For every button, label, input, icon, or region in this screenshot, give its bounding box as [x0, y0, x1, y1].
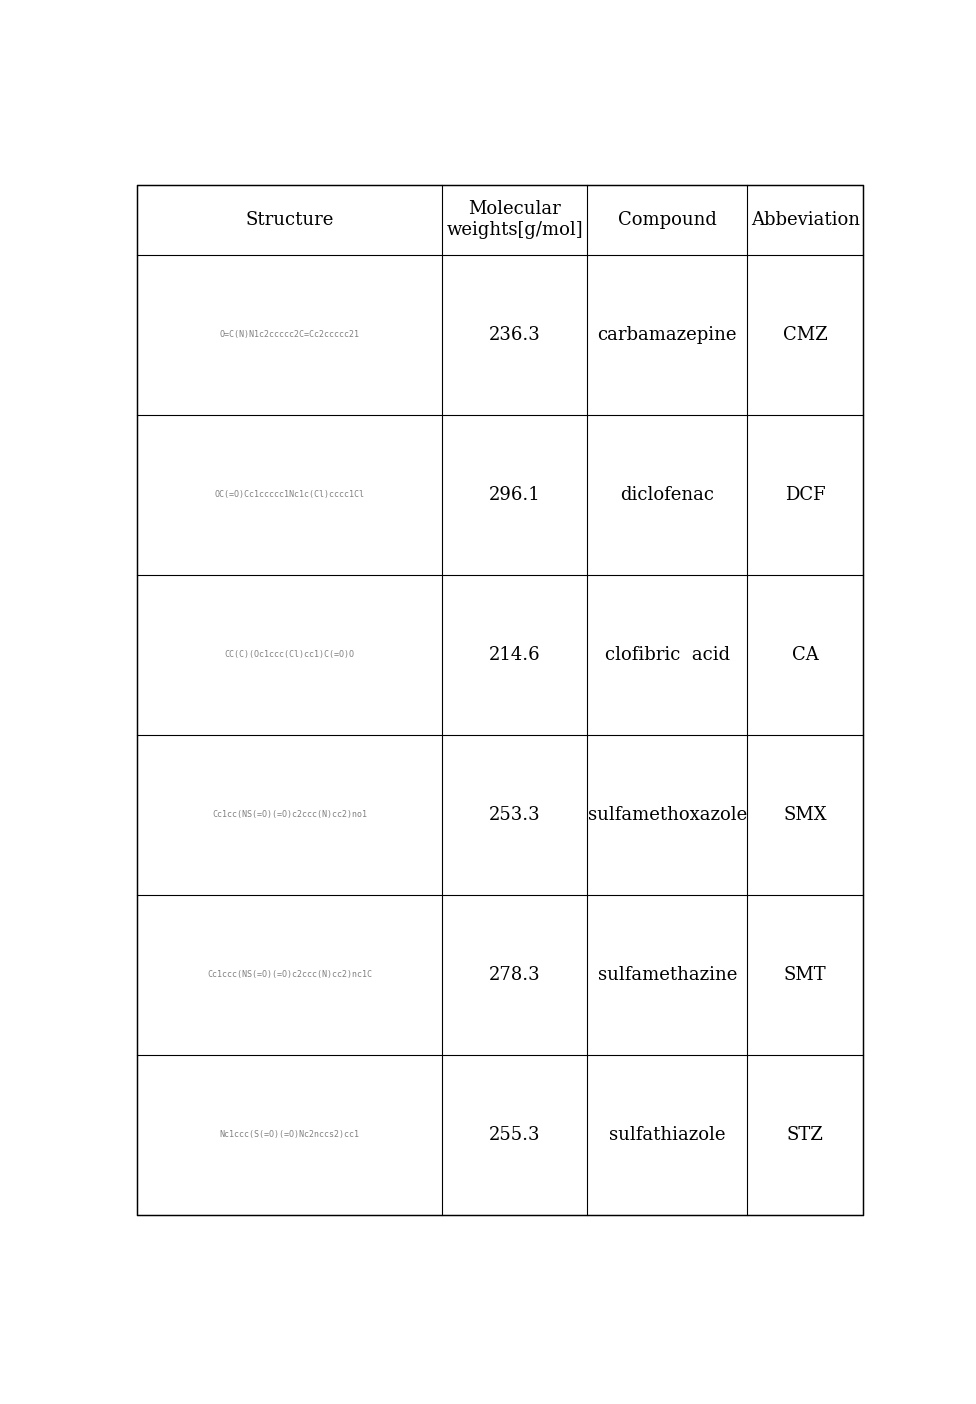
Text: O=C(N)N1c2ccccc2C=Cc2ccccc21: O=C(N)N1c2ccccc2C=Cc2ccccc21	[220, 330, 359, 340]
Text: sulfamethoxazole: sulfamethoxazole	[588, 806, 747, 824]
Text: DCF: DCF	[785, 486, 826, 504]
Text: SMT: SMT	[784, 966, 827, 984]
Text: sulfathiazole: sulfathiazole	[609, 1126, 725, 1144]
Text: Cc1cc(NS(=O)(=O)c2ccc(N)cc2)no1: Cc1cc(NS(=O)(=O)c2ccc(N)cc2)no1	[212, 810, 367, 820]
Text: 236.3: 236.3	[489, 326, 541, 344]
Text: clofibric  acid: clofibric acid	[605, 646, 730, 664]
Text: Compound: Compound	[618, 211, 716, 229]
Text: Cc1ccc(NS(=O)(=O)c2ccc(N)cc2)nc1C: Cc1ccc(NS(=O)(=O)c2ccc(N)cc2)nc1C	[207, 970, 372, 980]
Text: OC(=O)Cc1ccccc1Nc1c(Cl)cccc1Cl: OC(=O)Cc1ccccc1Nc1c(Cl)cccc1Cl	[215, 490, 365, 500]
Text: CMZ: CMZ	[783, 326, 828, 344]
Text: Molecular
weights[g/mol]: Molecular weights[g/mol]	[446, 201, 583, 239]
Text: diclofenac: diclofenac	[620, 486, 714, 504]
Text: 253.3: 253.3	[489, 806, 541, 824]
Text: 278.3: 278.3	[489, 966, 541, 984]
Text: CC(C)(Oc1ccc(Cl)cc1)C(=O)O: CC(C)(Oc1ccc(Cl)cc1)C(=O)O	[224, 650, 354, 660]
Text: CA: CA	[792, 646, 819, 664]
Text: carbamazepine: carbamazepine	[597, 326, 737, 344]
Text: Nc1ccc(S(=O)(=O)Nc2nccs2)cc1: Nc1ccc(S(=O)(=O)Nc2nccs2)cc1	[220, 1130, 359, 1140]
Text: 255.3: 255.3	[489, 1126, 541, 1144]
Text: Structure: Structure	[245, 211, 334, 229]
Text: Abbeviation: Abbeviation	[751, 211, 860, 229]
Text: 214.6: 214.6	[489, 646, 541, 664]
Text: STZ: STZ	[787, 1126, 824, 1144]
Text: SMX: SMX	[784, 806, 827, 824]
Text: 296.1: 296.1	[489, 486, 541, 504]
Text: sulfamethazine: sulfamethazine	[597, 966, 737, 984]
